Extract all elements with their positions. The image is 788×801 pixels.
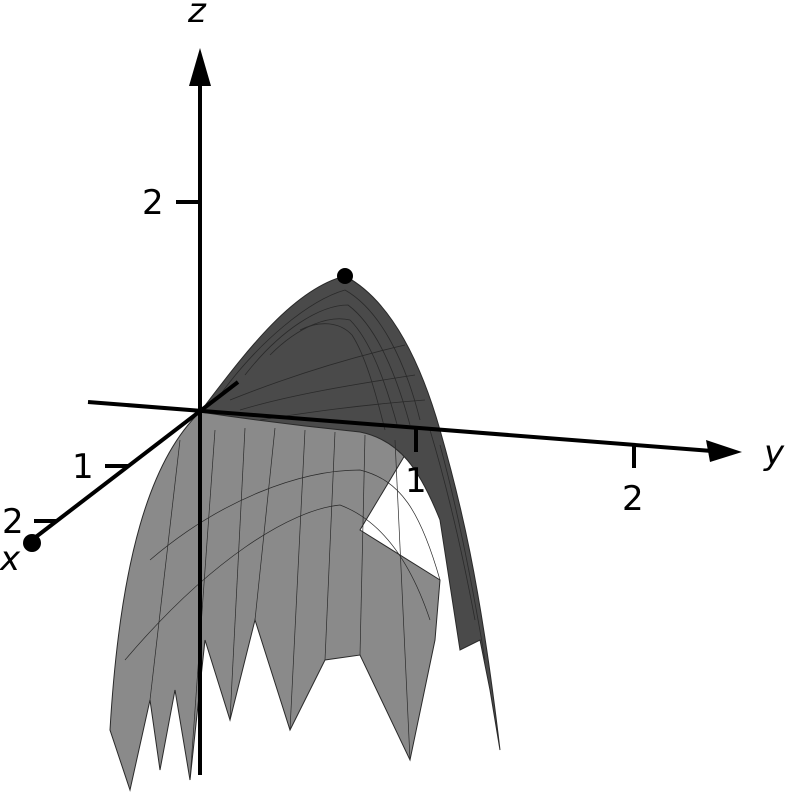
x-tick-label-2: 2 [2, 502, 24, 542]
y-axis-label: y [763, 433, 785, 473]
y-tick-label-1: 1 [405, 461, 427, 501]
surface-peak-point [337, 268, 353, 284]
x-tick-label-1: 1 [72, 447, 94, 487]
y-tick-label-2: 2 [622, 479, 644, 519]
surface-lower-mesh [124, 427, 441, 781]
z-axis-arrowhead [189, 48, 211, 86]
surface-upper-cap [199, 275, 501, 751]
x-axis-marker-point [23, 534, 41, 552]
z-tick-label-2: 2 [142, 183, 164, 223]
surface-lower-sheet [109, 411, 441, 792]
x-axis-line [26, 380, 240, 545]
surface-mesh [219, 289, 486, 661]
y-axis-arrowhead [706, 440, 742, 462]
z-axis-label: z [187, 0, 207, 31]
x-axis-label: x [0, 539, 21, 579]
y-axis-line [87, 400, 713, 453]
